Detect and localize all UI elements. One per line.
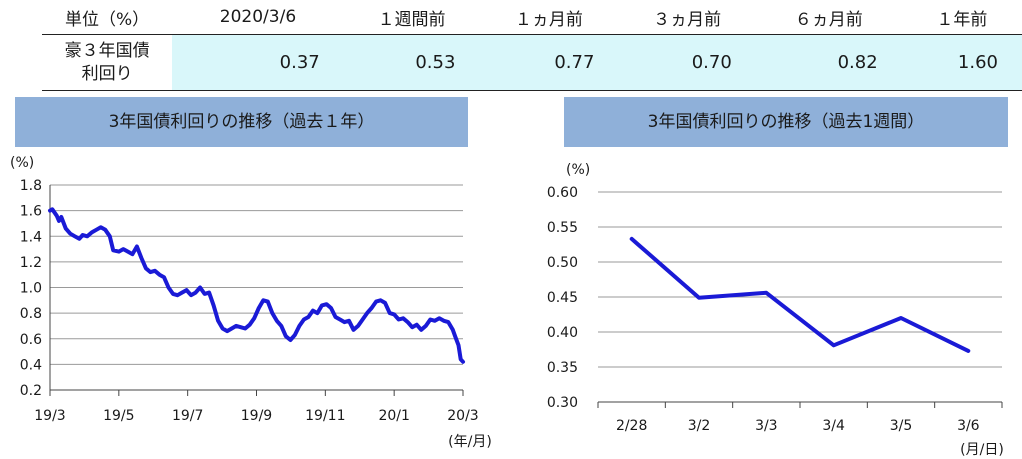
row-label: 豪３年国債 利回り: [42, 34, 173, 91]
y-tick-label: 1.2: [20, 255, 42, 271]
header-1year: １年前: [901, 0, 1022, 35]
x-tick-label: 19/5: [103, 408, 134, 424]
y-tick-label: 0.40: [547, 325, 578, 341]
x-tick-label: 3/6: [957, 418, 980, 434]
y-tick-label: 0.60: [547, 185, 578, 201]
header-6month: ６ヵ月前: [755, 0, 902, 35]
row-label-line2: 利回り: [81, 63, 133, 84]
x-tick-label: 20/1: [378, 408, 409, 424]
y-tick-label: 0.4: [20, 357, 42, 373]
row-label-line1: 豪３年国債: [64, 40, 150, 61]
y-tick-label: 0.8: [20, 306, 42, 322]
y-tick-label: 0.55: [547, 220, 578, 236]
yield-chart-1year: 0.2 0.4 0.6 0.8 1.0 1.2 1.4 1.6 1.8 (%) 19/3 19/5 19…: [10, 155, 492, 450]
y-tick-label: 1.0: [20, 281, 42, 297]
x-tick-label: 20/3: [447, 408, 478, 424]
y-axis-unit: (%): [566, 162, 590, 178]
value-1month: 0.77: [479, 34, 619, 91]
series-line-1year: [48, 207, 465, 364]
x-axis-unit: (月/日): [960, 442, 1004, 458]
x-tick-label: 3/4: [822, 418, 845, 434]
table-header-row: 単位（%） 2020/3/6 １週間前 １ヵ月前 ３ヵ月前 ６ヵ月前 １年前: [42, 0, 1022, 35]
y-tick-label: 0.2: [20, 383, 42, 399]
y-tick-label: 0.35: [547, 360, 578, 376]
value-3month: 0.70: [618, 34, 756, 91]
x-tick-label: 19/3: [34, 408, 65, 424]
y-tick-label: 0.6: [20, 332, 42, 348]
x-axis-unit: (年/月): [448, 434, 492, 450]
y-axis-unit: (%): [10, 155, 34, 171]
x-tick-label: 3/5: [890, 418, 913, 434]
y-tick-label: 0.50: [547, 255, 578, 271]
value-6month: 0.82: [755, 34, 902, 91]
header-1month: １ヵ月前: [479, 0, 619, 35]
header-1week: １週間前: [343, 0, 480, 35]
chart-title-1year: 3年国債利回りの推移（過去１年）: [15, 97, 468, 147]
series-line-1week: [629, 236, 971, 353]
x-tick-label: 3/3: [755, 418, 778, 434]
y-tick-label: 1.8: [20, 178, 42, 194]
x-tick-label: 19/9: [241, 408, 272, 424]
x-tick-label: 2/28: [616, 418, 647, 434]
yield-summary-table: 単位（%） 2020/3/6 １週間前 １ヵ月前 ３ヵ月前 ６ヵ月前 １年前 豪…: [42, 0, 1022, 91]
y-tick-label: 0.30: [547, 395, 578, 411]
y-tick-label: 1.6: [20, 204, 42, 220]
x-tick-label: 3/2: [688, 418, 711, 434]
x-tick-label: 19/7: [172, 408, 203, 424]
y-tick-label: 0.45: [547, 290, 578, 306]
value-1week: 0.53: [343, 34, 480, 91]
yield-chart-1week: 0.30 0.35 0.40 0.45 0.50 0.55 0.60 (%) 2/28 3/2 3/…: [547, 162, 1004, 458]
y-tick-label: 1.4: [20, 229, 42, 245]
header-3month: ３ヵ月前: [618, 0, 756, 35]
chart-title-1week: 3年国債利回りの推移（過去1週間）: [564, 97, 1008, 147]
table-row: 豪３年国債 利回り 0.37 0.53 0.77 0.70 0.82 1.60: [42, 34, 1022, 91]
value-current: 0.37: [172, 34, 344, 91]
value-1year: 1.60: [901, 34, 1022, 91]
header-unit: 単位（%）: [42, 0, 173, 35]
x-tick-label: 19/11: [305, 408, 345, 424]
header-date: 2020/3/6: [172, 0, 344, 35]
